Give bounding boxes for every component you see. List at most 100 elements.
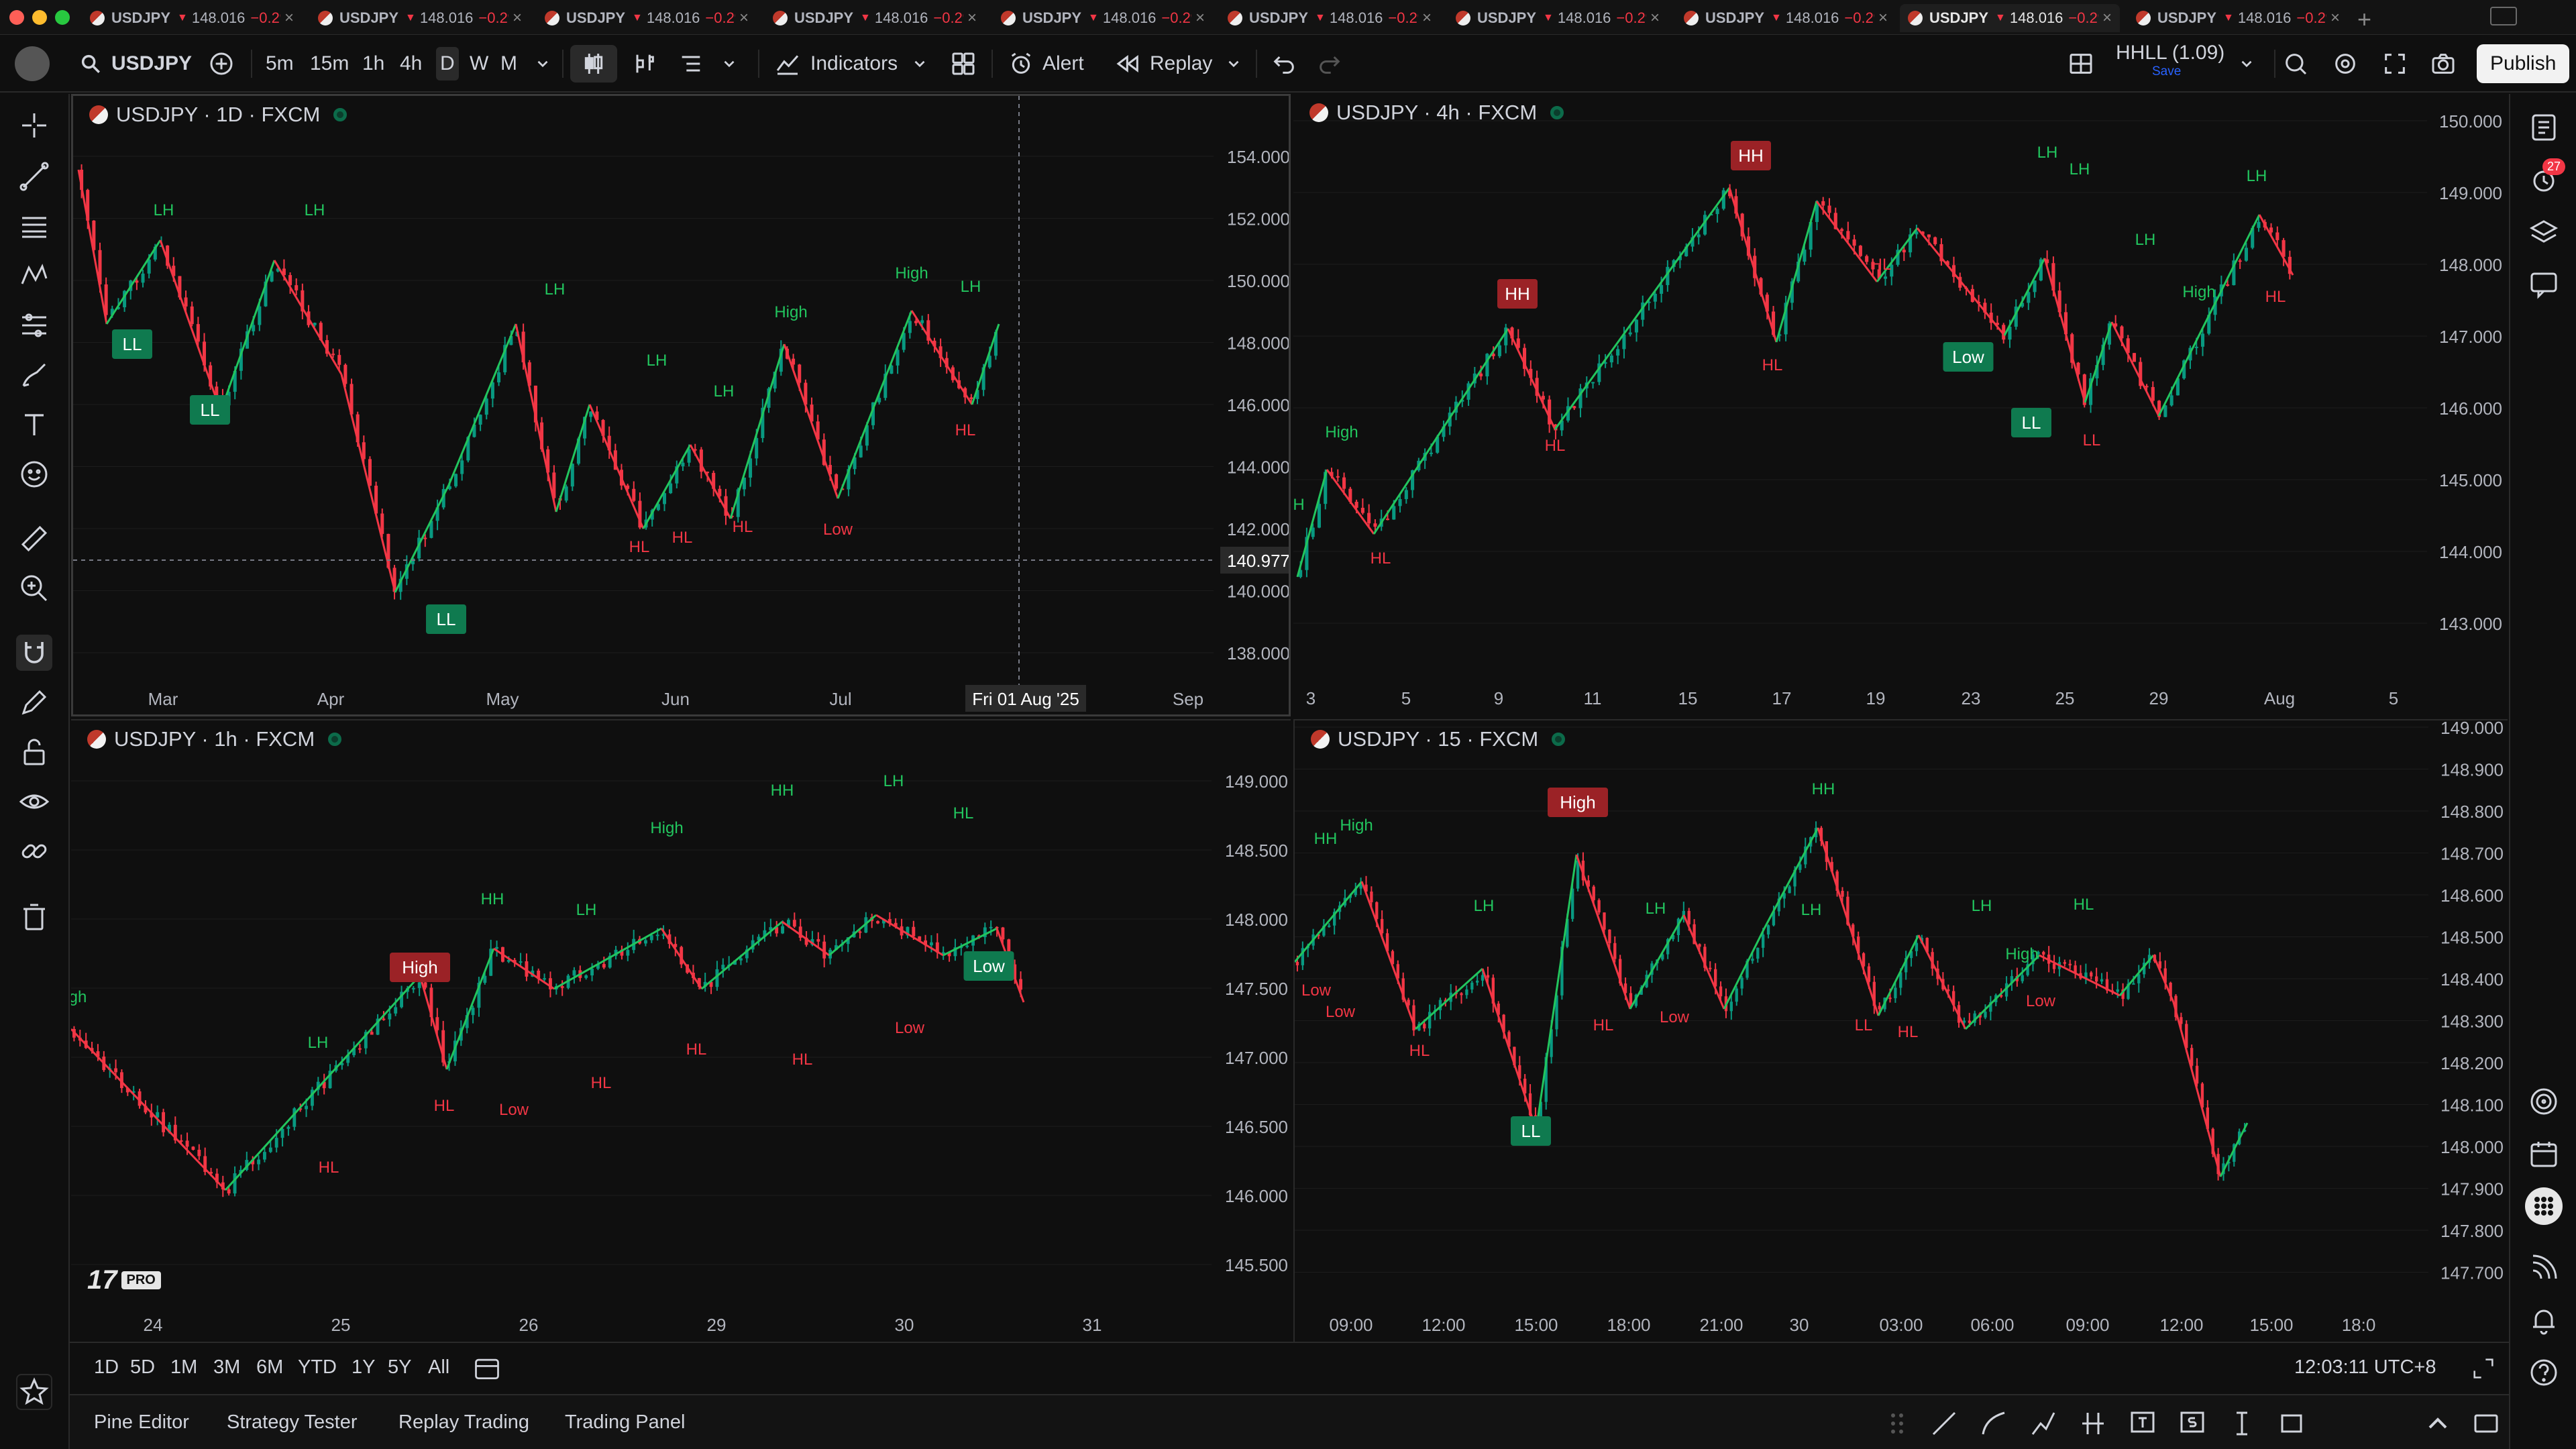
forecast-tool[interactable]	[16, 307, 52, 343]
quick-search-button[interactable]	[2282, 47, 2309, 80]
sidebar-toggle-icon[interactable]	[2490, 7, 2517, 25]
publish-button[interactable]: Publish	[2477, 44, 2570, 83]
new-tab-button[interactable]: +	[2357, 5, 2372, 33]
fullscreen-button[interactable]	[2381, 47, 2408, 80]
browser-tab[interactable]: USDJPY▼148.016−0.2%×	[765, 4, 985, 32]
layout-dropdown[interactable]	[2238, 47, 2255, 80]
chart-type-dropdown[interactable]	[720, 47, 738, 80]
sync-drawings-tool[interactable]	[16, 833, 52, 869]
close-tab-icon[interactable]: ×	[1878, 9, 1888, 27]
interval-d[interactable]: D	[436, 47, 459, 80]
maximize-window-button[interactable]	[55, 10, 70, 25]
browser-tab[interactable]: USDJPY▼148.016−0.2%×	[993, 4, 1213, 32]
replay-button[interactable]: Replay	[1115, 47, 1212, 80]
user-avatar[interactable]	[15, 46, 50, 81]
price-label-tool-icon[interactable]	[2176, 1407, 2208, 1440]
browser-tab[interactable]: USDJPY▼148.016−0.2%×	[537, 4, 757, 32]
line-tool-icon[interactable]	[1928, 1407, 1960, 1440]
layouts-button[interactable]	[950, 47, 977, 80]
maximize-pane-button[interactable]	[2470, 1355, 2497, 1385]
replay-dropdown[interactable]	[1225, 47, 1242, 80]
layout-name-button[interactable]: HHLL (1.09) Save	[2116, 42, 2224, 85]
close-tab-icon[interactable]: ×	[739, 9, 749, 27]
range-3m[interactable]: 3M	[213, 1356, 241, 1378]
symbol-search[interactable]: USDJPY	[79, 47, 192, 80]
brush-tool[interactable]	[16, 357, 52, 393]
rectangle-tool-icon[interactable]	[2275, 1407, 2308, 1440]
pattern-tool[interactable]	[16, 258, 52, 294]
emoji-tool[interactable]	[16, 456, 52, 492]
drag-handle-icon[interactable]	[1881, 1407, 1913, 1440]
apps-button[interactable]	[2525, 1187, 2563, 1225]
settings-button[interactable]	[2332, 47, 2359, 80]
lock-drawings-tool[interactable]	[16, 734, 52, 770]
fib-tool[interactable]	[16, 208, 52, 244]
undo-button[interactable]	[1271, 47, 1297, 80]
layout-grid-button[interactable]	[2068, 47, 2094, 80]
range-1y[interactable]: 1Y	[352, 1356, 376, 1378]
cursor-text-tool-icon[interactable]	[2226, 1407, 2258, 1440]
alerts-button[interactable]: 27	[2525, 158, 2565, 199]
long-position-tool-icon[interactable]	[2077, 1407, 2109, 1440]
indicators-button[interactable]: Indicators	[774, 47, 898, 80]
close-tab-icon[interactable]: ×	[1650, 9, 1660, 27]
interval-4h[interactable]: 4h	[400, 52, 423, 74]
path-tool-icon[interactable]	[2027, 1407, 2059, 1440]
clock[interactable]: 12:03:11 UTC+8	[2294, 1356, 2436, 1378]
chart-pane-1h[interactable]: 149.000 148.500 148.000 147.500 147.000 146.5…	[71, 719, 1291, 1342]
curve-tool-icon[interactable]	[1978, 1407, 2010, 1440]
crosshair-tool[interactable]	[16, 107, 52, 144]
watchlist-button[interactable]	[2525, 109, 2563, 146]
stay-in-drawing-mode-tool[interactable]	[16, 684, 52, 720]
remove-drawings-tool[interactable]	[16, 899, 52, 935]
help-button[interactable]	[2525, 1354, 2563, 1391]
interval-15m[interactable]: 15m	[310, 52, 350, 74]
maximize-panel-icon[interactable]	[2470, 1407, 2502, 1440]
alert-button[interactable]: Alert	[1008, 47, 1084, 80]
interval-5m[interactable]: 5m	[266, 52, 294, 74]
range-all[interactable]: All	[428, 1356, 450, 1378]
tab-trading-panel[interactable]: Trading Panel	[565, 1411, 686, 1433]
range-5y[interactable]: 5Y	[388, 1356, 412, 1378]
tab-strategy-tester[interactable]: Strategy Tester	[227, 1411, 358, 1433]
browser-tab[interactable]: USDJPY▼148.016−0.2%×	[82, 4, 302, 32]
snapshot-button[interactable]	[2430, 47, 2457, 80]
close-tab-icon[interactable]: ×	[2330, 9, 2340, 27]
object-tree-button[interactable]	[2525, 213, 2563, 251]
notifications-button[interactable]	[2525, 1301, 2563, 1339]
chats-button[interactable]	[2525, 266, 2563, 303]
range-ytd[interactable]: YTD	[298, 1356, 337, 1378]
hide-drawings-tool[interactable]	[16, 784, 52, 820]
minimize-window-button[interactable]	[32, 10, 47, 25]
magnet-tool[interactable]	[16, 635, 52, 671]
close-tab-icon[interactable]: ×	[1195, 9, 1205, 27]
range-1m[interactable]: 1M	[170, 1356, 198, 1378]
browser-tab[interactable]: USDJPY▼148.016−0.2%×	[1676, 4, 1896, 32]
range-6m[interactable]: 6M	[256, 1356, 284, 1378]
text-tool[interactable]	[16, 407, 52, 443]
streams-button[interactable]	[2525, 1249, 2563, 1287]
browser-tab[interactable]: USDJPY▼148.016−0.2%×	[1900, 4, 2120, 32]
tab-replay-trading[interactable]: Replay Trading	[398, 1411, 530, 1433]
range-5d[interactable]: 5D	[130, 1356, 156, 1378]
date-range-button[interactable]	[472, 1354, 502, 1387]
close-tab-icon[interactable]: ×	[1421, 9, 1432, 27]
close-tab-icon[interactable]: ×	[2102, 9, 2112, 27]
browser-tab[interactable]: USDJPY▼148.016−0.2%×	[1448, 4, 1668, 32]
measure-tool[interactable]	[16, 521, 52, 557]
close-tab-icon[interactable]: ×	[284, 9, 294, 27]
browser-tab[interactable]: USDJPY▼148.016−0.2%×	[1220, 4, 1440, 32]
redo-button[interactable]	[1316, 47, 1343, 80]
calendar-button[interactable]	[2525, 1135, 2563, 1173]
close-tab-icon[interactable]: ×	[512, 9, 522, 27]
favorites-tool[interactable]	[16, 1374, 52, 1410]
chart-pane-daily[interactable]: 154.000 152.000 150.000 148.000 146.000 144.0…	[71, 94, 1291, 716]
indicators-dropdown[interactable]	[911, 47, 928, 80]
text-box-tool-icon[interactable]	[2127, 1407, 2159, 1440]
range-1d[interactable]: 1D	[94, 1356, 119, 1378]
ideas-button[interactable]	[2525, 1083, 2563, 1120]
tab-pine-editor[interactable]: Pine Editor	[94, 1411, 189, 1433]
candles-chart-type-button[interactable]	[570, 45, 617, 83]
interval-m[interactable]: M	[500, 52, 517, 74]
chart-pane-4h[interactable]: 150.000 149.000 148.000 147.000 146.000 145.0…	[1293, 94, 2508, 716]
